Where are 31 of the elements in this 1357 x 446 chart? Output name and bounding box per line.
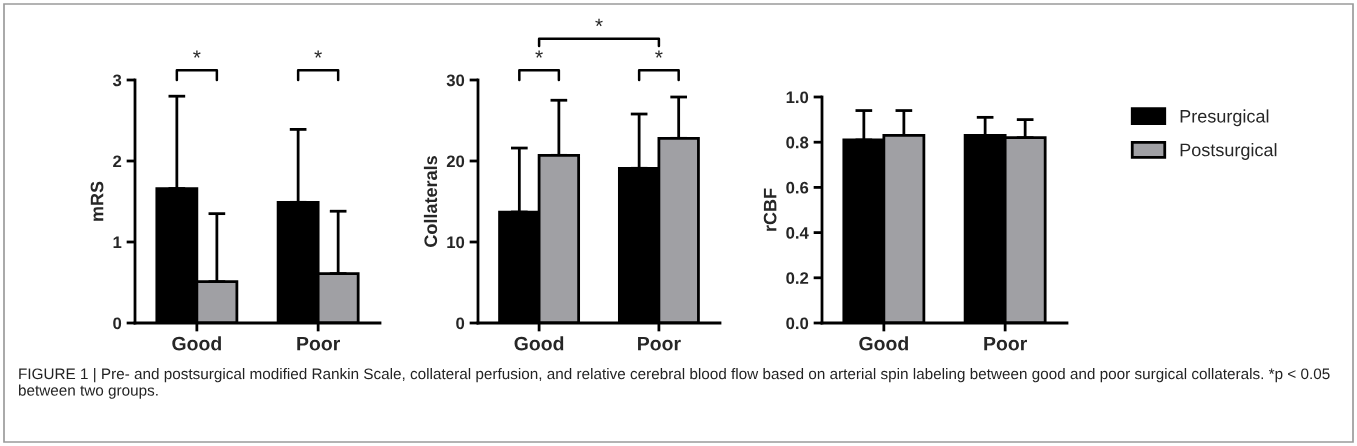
legend-label: Postsurgical bbox=[1180, 143, 1277, 160]
x-tick-label: Poor bbox=[638, 336, 681, 351]
text: * bbox=[595, 18, 603, 27]
y-tick-label: 0.4 bbox=[786, 227, 809, 239]
x-tick-label: Poor bbox=[297, 336, 340, 351]
text: * bbox=[314, 50, 322, 58]
text: * bbox=[655, 50, 663, 58]
y-tick-label: 1 bbox=[113, 236, 122, 249]
y-tick-label: 3 bbox=[112, 74, 122, 87]
y-tick-label: 0.6 bbox=[786, 181, 809, 194]
y-tick-label: 0.0 bbox=[786, 317, 809, 330]
y-tick-label: 2 bbox=[113, 155, 122, 168]
y-axis-title: Collaterals bbox=[423, 156, 438, 247]
text: * bbox=[193, 50, 201, 58]
y-tick-label: 0 bbox=[113, 317, 122, 330]
x-tick-label: Good bbox=[859, 336, 908, 351]
y-tick-label: 0 bbox=[456, 317, 465, 330]
text: * bbox=[535, 50, 543, 58]
y-tick-label: 20 bbox=[446, 155, 465, 168]
y-tick-label: 30 bbox=[446, 74, 465, 87]
y-axis-title: rCBF bbox=[763, 188, 777, 231]
x-tick-label: Good bbox=[172, 336, 221, 351]
y-axis-title: mRS bbox=[90, 181, 104, 221]
legend-label: Presurgical bbox=[1180, 109, 1269, 127]
y-tick-label: 1.0 bbox=[786, 91, 809, 104]
x-tick-label: Poor bbox=[984, 336, 1027, 351]
y-tick-label: 0.2 bbox=[786, 272, 809, 284]
x-tick-label: Good bbox=[514, 336, 564, 351]
y-tick-label: 0.8 bbox=[786, 136, 809, 149]
y-tick-label: 10 bbox=[447, 236, 465, 249]
caption: FIGURE 1 | Pre- and postsurgical modified Rankin Scale, collateral perfusion, and relative cerebral blood flow based on arterial spin labeling between good and poor surgical collaterals. *p < 0.05 between two groups. bbox=[18, 368, 1330, 399]
